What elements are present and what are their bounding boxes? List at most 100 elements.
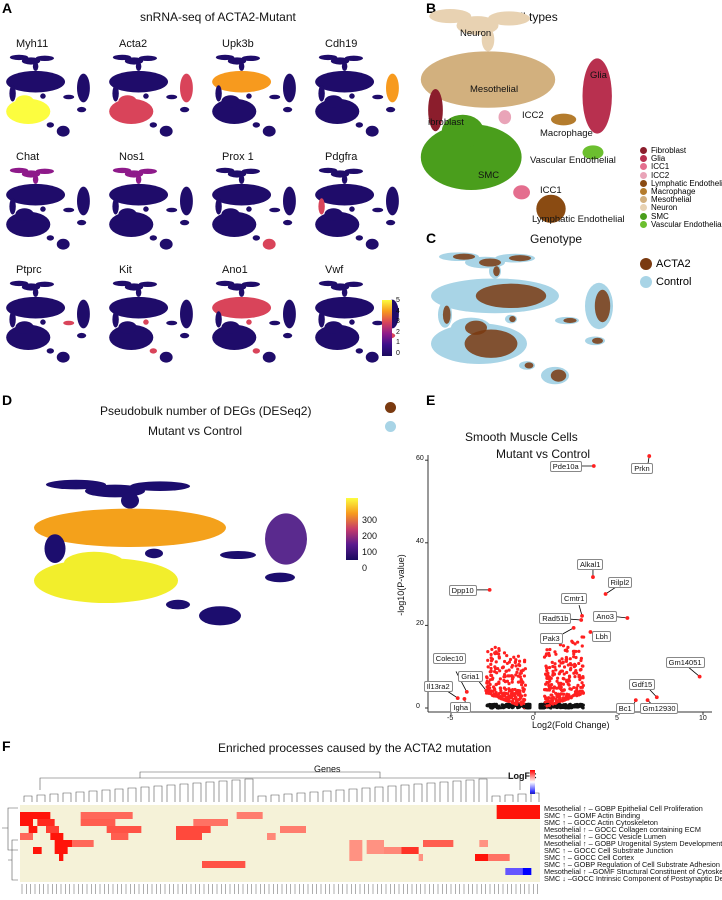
volcano-point [577,649,581,653]
volcano-point [572,652,576,656]
labeled-point-ano3 [625,616,630,620]
legend-item-glia: Glia [640,154,665,163]
volcano-point [514,696,518,700]
panel-label-f: F [2,738,11,754]
volcano-point [501,706,505,710]
heatmap-cell [366,840,384,847]
legend-swatch [640,147,647,154]
legend-item-control: Control [640,276,691,288]
cell-type-neuron [481,27,495,52]
gene-label: Vwf [325,264,344,276]
volcano-point [497,656,501,660]
feature-vascular-endothelial [77,332,87,339]
volcano-point [571,649,576,653]
volcano-point [551,689,555,694]
deg-fibroblast [44,534,66,563]
control-dot [385,421,396,432]
heatmap-cell [176,833,202,840]
panel-label-b: B [426,0,437,16]
legend-swatch [640,220,647,228]
genotype-acta2-cells [524,362,534,369]
feature-icc1 [355,235,363,241]
volcano-point [489,652,493,657]
feature-lymphatic-endothelial [262,351,276,363]
y-tick-label: 40 [416,537,424,545]
genotype-acta2-cells [594,289,611,323]
labeled-point-gm12930 [645,698,650,703]
legend-swatch [640,163,647,171]
feature-neuron [112,54,132,61]
genotype-acta2-cells [475,283,547,309]
gene-label-bc1: Bc1 [615,703,635,715]
heatmap-cell [423,840,454,847]
legend-swatch [640,258,652,270]
feature-vascular-endothelial [77,219,87,226]
feature-plot-chat [6,167,90,250]
volcano-point [561,644,566,648]
volcano-point [506,695,510,699]
x-tick-label: 0 [531,715,535,722]
deg-mesothelial [34,508,226,547]
volcano-point [521,688,525,693]
volcano-point [569,666,573,671]
feature-neuron [138,168,157,174]
volcano-point [561,697,565,702]
feature-mesothelial [315,183,375,206]
feature-icc2 [246,93,252,99]
y-tick-label: 60 [416,455,424,463]
feature-neuron [35,281,54,287]
volcano-point [580,705,584,709]
volcano-point [545,676,549,680]
heatmap-cell [176,826,211,833]
volcano-point [485,685,489,689]
deg-colorbar [346,498,358,560]
volcano-point [565,693,569,698]
volcano-point [518,695,523,699]
volcano-point [553,701,557,705]
cluster-label: Glia [590,70,607,81]
feature-mesothelial [315,296,375,319]
heatmap-cell [80,819,116,826]
heatmap-cell [488,854,510,861]
feature-lymphatic-endothelial [56,351,70,363]
feature-neuron [9,167,29,174]
volcano-point [523,693,527,697]
volcano-point [489,702,493,707]
volcano-point [497,681,501,685]
colorbar-tick: 3 [396,318,400,325]
volcano-point [516,688,520,693]
feature-neuron [241,168,260,174]
volcano-point [544,653,548,658]
volcano-point [558,696,562,700]
volcano-point [575,704,579,708]
volcano-point [502,651,507,655]
volcano-point [506,692,510,696]
volcano-point [547,653,551,658]
heatmap-cell [20,812,51,819]
feature-plot-acta2 [109,54,193,137]
gene-label: Ano1 [222,264,248,276]
volcano-point [581,691,585,695]
volcano-point [550,660,554,664]
volcano-point [558,698,562,702]
volcano-point [499,688,503,693]
deg-neuron [130,481,190,491]
feature-icc2 [143,206,149,212]
volcano-point [523,658,527,662]
labeled-point-rilpl2 [603,592,608,596]
volcano-point [546,681,550,685]
volcano-point [543,705,547,710]
cell-type-macrophage [551,113,577,126]
colorbar-tick: 2 [396,328,400,336]
feature-neuron [135,61,142,71]
genotype-acta2-cells [453,253,475,260]
deg-vascular-endothelial [265,572,295,583]
volcano-point [565,697,569,701]
feature-macrophage [269,320,281,326]
feature-macrophage [372,207,384,213]
volcano-point [573,692,577,697]
volcano-point [498,669,502,673]
heatmap-cell [280,826,306,833]
volcano-point [493,667,498,671]
heatmap-row-label: SMC ↑ – GOCC Cell Cortex [544,853,635,862]
